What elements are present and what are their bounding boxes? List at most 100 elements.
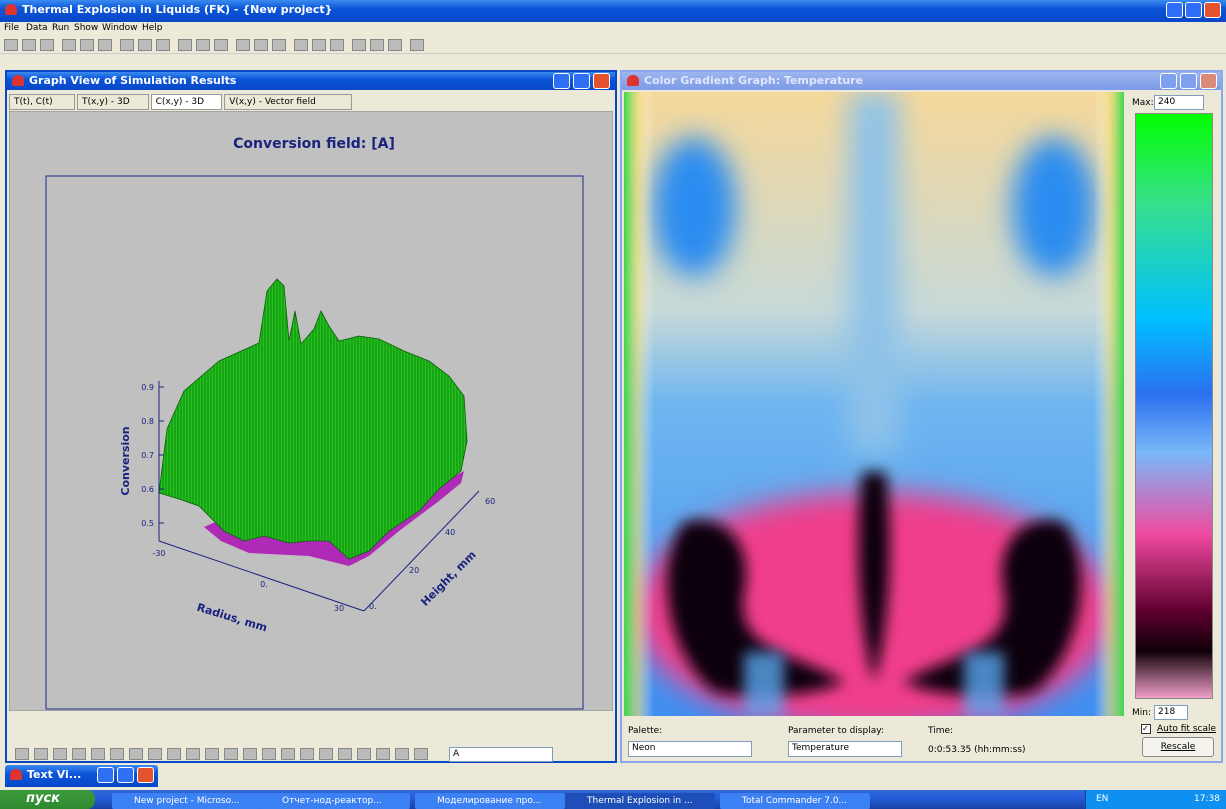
toolbar-button[interactable] bbox=[53, 748, 67, 760]
toolbar-button[interactable] bbox=[4, 39, 18, 51]
minimize-button[interactable] bbox=[1166, 2, 1183, 18]
menu-item[interactable]: Window bbox=[102, 23, 138, 33]
toolbar-button[interactable] bbox=[120, 39, 134, 51]
toolbar-button[interactable] bbox=[196, 39, 210, 51]
plot-title: Conversion field: [A] bbox=[233, 136, 395, 152]
toolbar-button[interactable] bbox=[40, 39, 54, 51]
palette-dropdown[interactable]: Neon bbox=[628, 741, 752, 757]
toolbar-button[interactable] bbox=[138, 39, 152, 51]
x-tick-label: -30 bbox=[152, 549, 165, 558]
max-field[interactable]: 240 bbox=[1154, 95, 1204, 110]
toolbar-button[interactable] bbox=[330, 39, 344, 51]
toolbar-button[interactable] bbox=[272, 39, 286, 51]
toolbar-button[interactable] bbox=[62, 39, 76, 51]
taskbar-item[interactable]: Total Commander 7.0... bbox=[720, 793, 870, 809]
gradient-window-title-bar: Color Gradient Graph: Temperature bbox=[622, 72, 1221, 90]
toolbar-button[interactable] bbox=[80, 39, 94, 51]
y-tick-label: 40 bbox=[445, 528, 455, 537]
close-button[interactable] bbox=[593, 73, 610, 89]
toolbar-button[interactable] bbox=[388, 39, 402, 51]
taskbar-item[interactable]: New project - Microso... bbox=[112, 793, 262, 809]
toolbar-button[interactable] bbox=[410, 39, 424, 51]
toolbar-button[interactable] bbox=[129, 748, 143, 760]
menu-item[interactable]: Data bbox=[26, 23, 48, 33]
close-button[interactable] bbox=[137, 767, 154, 783]
toolbar-button[interactable] bbox=[312, 39, 326, 51]
maximize-button[interactable] bbox=[117, 767, 134, 783]
toolbar-button[interactable] bbox=[254, 39, 268, 51]
y-axis bbox=[363, 490, 480, 612]
toolbar-button[interactable] bbox=[214, 39, 228, 51]
toolbar-button[interactable] bbox=[156, 39, 170, 51]
menu-item[interactable]: Run bbox=[52, 23, 70, 33]
system-tray: EN 17:38 bbox=[1085, 790, 1226, 809]
toolbar-button[interactable] bbox=[376, 748, 390, 760]
toolbar-button[interactable] bbox=[236, 39, 250, 51]
min-field[interactable]: 218 bbox=[1154, 705, 1188, 720]
rescale-button[interactable]: Rescale bbox=[1142, 737, 1214, 757]
graph-toolbar bbox=[9, 745, 613, 763]
plot-frame bbox=[45, 175, 584, 710]
taskbar-item[interactable]: Thermal Explosion in ... bbox=[565, 793, 715, 809]
toolbar-button[interactable] bbox=[91, 748, 105, 760]
toolbar-button[interactable] bbox=[224, 748, 238, 760]
toolbar-button[interactable] bbox=[294, 39, 308, 51]
toolbar-button[interactable] bbox=[370, 39, 384, 51]
toolbar-button[interactable] bbox=[357, 748, 371, 760]
taskbar-item[interactable]: Моделирование про... bbox=[415, 793, 565, 809]
parameter-dropdown[interactable]: Temperature bbox=[788, 741, 902, 757]
toolbar-button[interactable] bbox=[186, 748, 200, 760]
toolbar-button[interactable] bbox=[178, 39, 192, 51]
clock: 17:38 bbox=[1194, 794, 1220, 804]
app-icon bbox=[5, 4, 17, 15]
close-button[interactable] bbox=[1200, 73, 1217, 89]
toolbar-button[interactable] bbox=[34, 748, 48, 760]
graph-window-title-bar: Graph View of Simulation Results bbox=[7, 72, 615, 90]
toolbar bbox=[0, 36, 1226, 54]
toolbar-button[interactable] bbox=[22, 39, 36, 51]
toolbar-button[interactable] bbox=[167, 748, 181, 760]
minimize-button[interactable] bbox=[1160, 73, 1177, 89]
menu-item[interactable]: File bbox=[4, 23, 20, 33]
tab[interactable]: T(t), C(t) bbox=[9, 94, 75, 110]
start-button[interactable]: пуск bbox=[0, 790, 95, 809]
restore-button[interactable] bbox=[97, 767, 114, 783]
toolbar-button[interactable] bbox=[281, 748, 295, 760]
toolbar-button[interactable] bbox=[15, 748, 29, 760]
toolbar-button[interactable] bbox=[98, 39, 112, 51]
palette-value: Neon bbox=[632, 743, 656, 753]
menu-item[interactable]: Help bbox=[142, 23, 163, 33]
tab[interactable]: V(x,y) - Vector field bbox=[224, 94, 352, 110]
restore-button[interactable] bbox=[1185, 2, 1202, 18]
toolbar-button[interactable] bbox=[414, 748, 428, 760]
toolbar-button[interactable] bbox=[338, 748, 352, 760]
parameter-label: Parameter to display: bbox=[788, 726, 884, 736]
toolbar-button[interactable] bbox=[300, 748, 314, 760]
maximize-button[interactable] bbox=[1180, 73, 1197, 89]
z-tick-label: 0.7 bbox=[141, 451, 154, 460]
tab[interactable]: T(x,y) - 3D bbox=[77, 94, 149, 110]
x-tick-label: 0. bbox=[260, 580, 268, 589]
variable-selector[interactable]: A bbox=[449, 747, 553, 762]
toolbar-button[interactable] bbox=[352, 39, 366, 51]
maximize-button[interactable] bbox=[573, 73, 590, 89]
toolbar-button[interactable] bbox=[205, 748, 219, 760]
menu-item[interactable]: Show bbox=[74, 23, 99, 33]
time-label: Time: bbox=[928, 726, 954, 736]
tab[interactable]: C(x,y) - 3D bbox=[150, 94, 223, 110]
minimize-button[interactable] bbox=[553, 73, 570, 89]
graph-window: Graph View of Simulation Results T(t), C… bbox=[5, 70, 617, 763]
toolbar-button[interactable] bbox=[395, 748, 409, 760]
toolbar-button[interactable] bbox=[243, 748, 257, 760]
taskbar-item[interactable]: Отчет-нод-реактор... bbox=[260, 793, 410, 809]
close-button[interactable] bbox=[1204, 2, 1221, 18]
toolbar-button[interactable] bbox=[110, 748, 124, 760]
window-icon bbox=[12, 75, 24, 86]
minimized-window: Text Vi... bbox=[5, 765, 158, 787]
toolbar-button[interactable] bbox=[148, 748, 162, 760]
toolbar-button[interactable] bbox=[262, 748, 276, 760]
toolbar-button[interactable] bbox=[72, 748, 86, 760]
auto-fit-checkbox[interactable]: ✓ bbox=[1141, 724, 1151, 734]
toolbar-button[interactable] bbox=[319, 748, 333, 760]
